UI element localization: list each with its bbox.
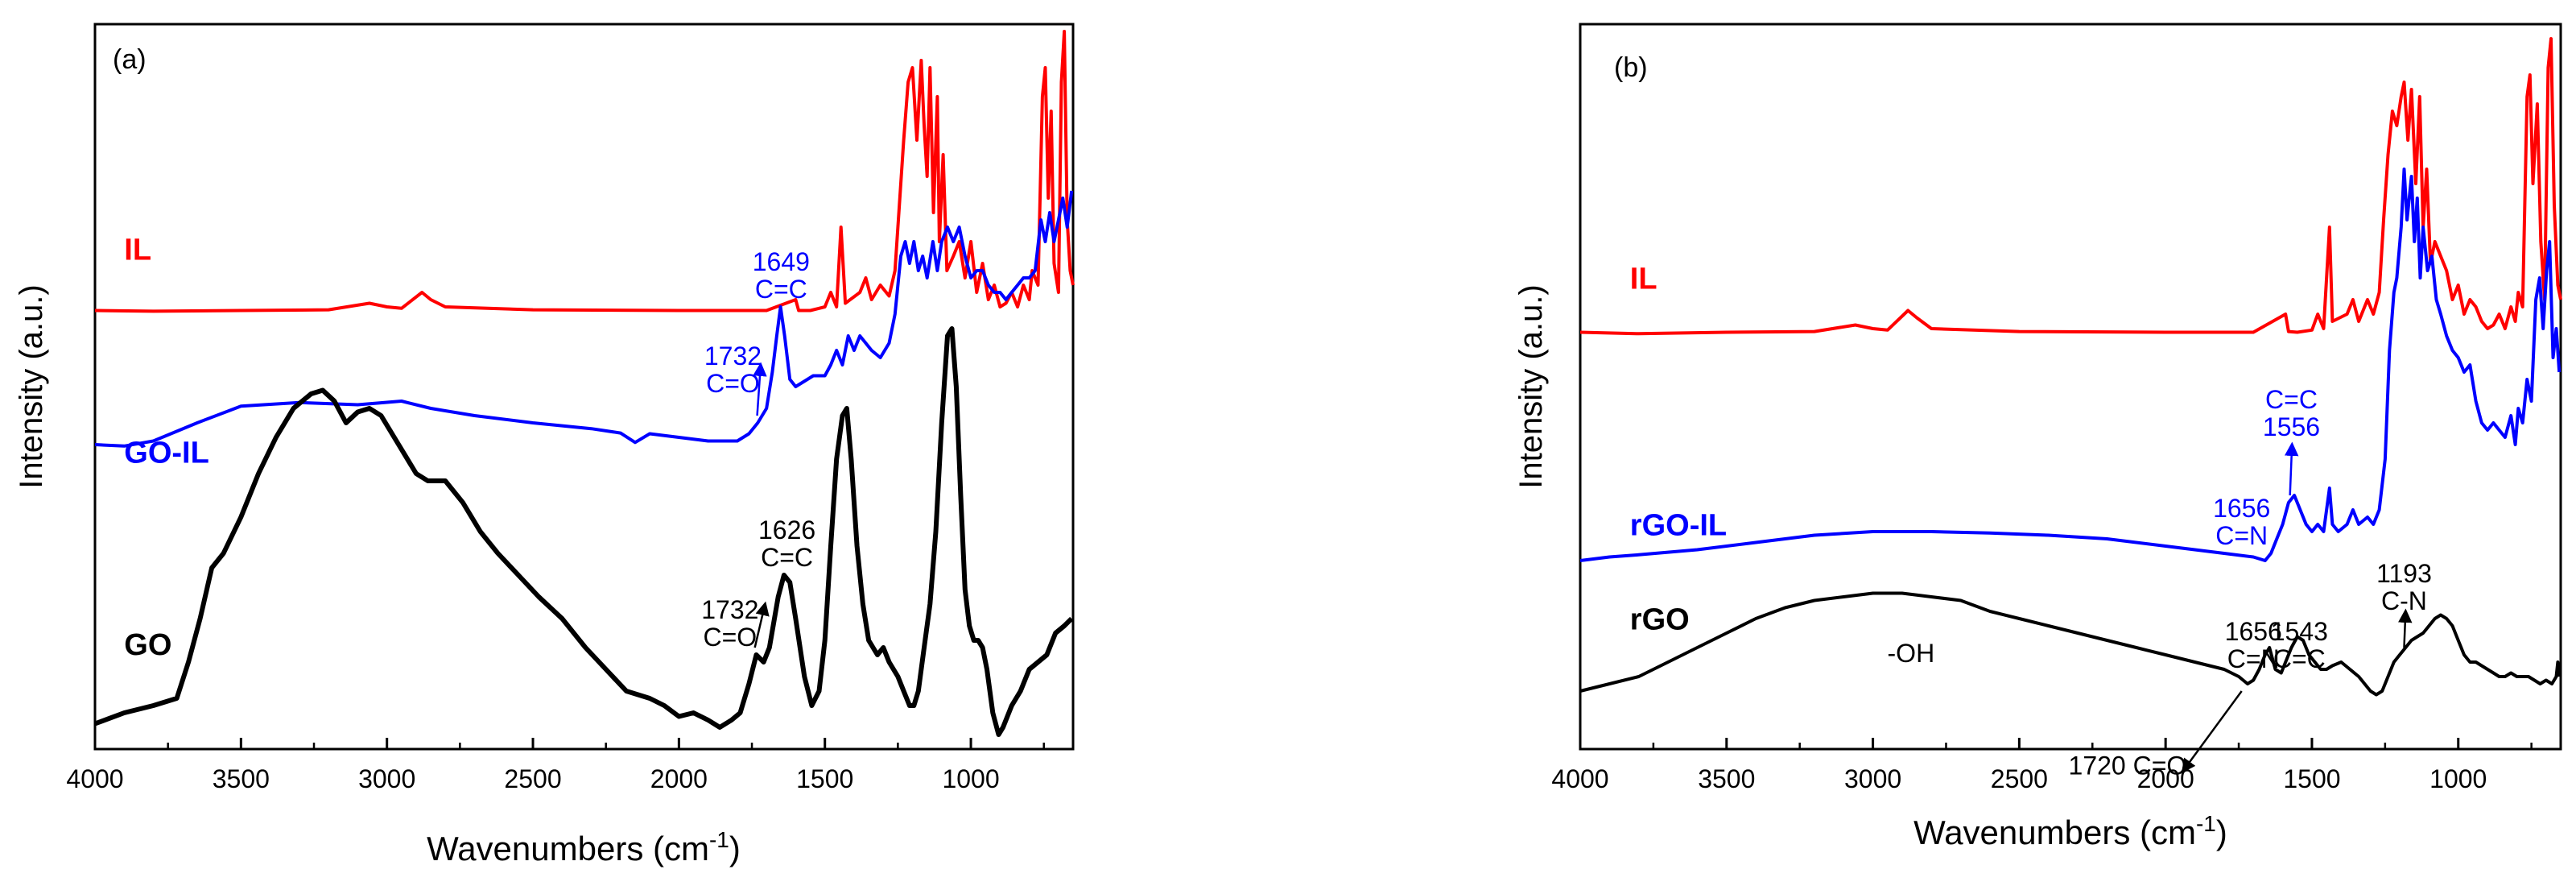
annotation-b-1543: 1543 C=C — [2271, 617, 2328, 673]
annotation-a-1732-go: 1732 C=O — [701, 595, 758, 652]
series-label-il: IL — [1630, 263, 1657, 296]
annotation-line: 1732 — [701, 595, 758, 624]
x-axis-label-main: Wavenumbers (cm — [427, 830, 709, 867]
annotation-line: C=C — [755, 275, 807, 304]
series-line-il — [94, 30, 1075, 313]
annotation-line: C=C — [761, 543, 813, 572]
x-tick-label: 3000 — [358, 764, 415, 793]
annotation-arrow-b-1556 — [2284, 441, 2299, 496]
x-tick-label: 1000 — [2429, 764, 2487, 793]
annotation-line: 1193 — [2376, 559, 2432, 588]
series-line-go-il — [94, 190, 1074, 448]
x-axis-label-sup: -1 — [709, 827, 729, 852]
annotation-b-1656-blue: 1656 C=N — [2213, 494, 2270, 550]
annotation-arrow-b-1720 — [2181, 690, 2243, 773]
x-tick-label: 2500 — [1991, 764, 2048, 793]
series-group: IL GO-IL GO — [93, 30, 1075, 737]
x-axis-label-end: ) — [729, 830, 741, 867]
plot-frame — [93, 23, 1075, 751]
panel-a: (a) Intensity (a.u.) Wavenumbers (cm-1) … — [14, 23, 1075, 867]
annotation-line: -OH — [1888, 639, 1935, 668]
series-label-rgo-il: rGO-IL — [1630, 509, 1727, 543]
annotation-line: C=O — [706, 369, 760, 398]
annotation-line: 1656 — [2213, 494, 2270, 523]
x-tick-label: 2000 — [650, 764, 708, 793]
panel-label: (b) — [1614, 52, 1648, 83]
x-axis-ticks: 4000 3500 3000 2500 2000 1500 1000 — [66, 738, 1045, 793]
annotation-line: 1543 — [2271, 617, 2328, 646]
annotation-a-1649: 1649 C=C — [753, 247, 810, 304]
x-tick-label: 3500 — [213, 764, 270, 793]
annotation-arrow-a-1732-go — [753, 601, 770, 648]
x-axis-label-sup: -1 — [2196, 811, 2216, 836]
panel-label: (a) — [113, 44, 147, 75]
annotation-a-1626: 1626 C=C — [758, 515, 815, 572]
series-label-il: IL — [124, 234, 151, 267]
series-line-go — [93, 326, 1074, 737]
x-tick-label: 4000 — [1551, 764, 1608, 793]
annotation-line: 1649 — [753, 247, 810, 276]
annotation-a-1732-goil: 1732 C=O — [704, 342, 762, 398]
annotation-b-1720: 1720 C=O — [2069, 751, 2187, 780]
x-tick-label: 3000 — [1844, 764, 1901, 793]
annotation-line: C=N — [2227, 644, 2280, 673]
annotation-line: 1556 — [2263, 412, 2320, 441]
x-tick-label: 3500 — [1698, 764, 1755, 793]
plot-frame — [1579, 23, 2562, 751]
annotation-line: C=N — [2215, 521, 2268, 550]
annotation-arrow-b-1193 — [2397, 608, 2413, 648]
series-label-rgo: rGO — [1630, 603, 1690, 637]
x-tick-label: 4000 — [66, 764, 123, 793]
x-tick-label: 2500 — [504, 764, 561, 793]
series-group: IL rGO-IL rGO — [1579, 37, 2562, 697]
annotation-line: 1720 C=O — [2069, 751, 2187, 780]
annotation-b-1193: 1193 C-N — [2376, 559, 2432, 615]
panel-b: (b) Intensity (a.u.) Wavenumbers (cm-1) … — [1513, 23, 2562, 851]
annotation-arrow-a-1732-goil — [753, 362, 767, 416]
annotation-b-1556: C=C 1556 — [2263, 385, 2320, 441]
x-tick-label: 1500 — [2283, 764, 2340, 793]
series-label-go: GO — [124, 628, 171, 662]
series-line-il — [1579, 37, 2562, 336]
x-axis-label-main: Wavenumbers (cm — [1913, 814, 2196, 851]
x-tick-label: 1500 — [796, 764, 853, 793]
x-axis-label: Wavenumbers (cm-1) — [427, 827, 741, 867]
annotation-line: C=C — [2265, 385, 2318, 414]
y-axis-label: Intensity (a.u.) — [14, 284, 49, 488]
annotation-line: 1656 — [2225, 617, 2282, 646]
annotation-line: 1626 — [758, 515, 815, 544]
y-axis-label: Intensity (a.u.) — [1513, 284, 1549, 488]
annotation-line: C-N — [2381, 586, 2427, 615]
x-tick-label: 1000 — [942, 764, 999, 793]
annotation-line: C=O — [703, 623, 757, 652]
annotation-b-1656-black: 1656 C=N — [2225, 617, 2282, 673]
x-axis-ticks: 4000 3500 3000 2500 2000 1500 1000 — [1551, 738, 2533, 793]
series-line-rgo-il — [1579, 168, 2562, 562]
series-label-go-il: GO-IL — [124, 437, 209, 470]
annotation-b-oh: -OH — [1888, 639, 1935, 668]
x-axis-label-end: ) — [2216, 814, 2227, 851]
series-line-rgo — [1579, 591, 2562, 697]
x-axis-label: Wavenumbers (cm-1) — [1913, 811, 2227, 851]
annotation-line: C=C — [2273, 644, 2326, 673]
annotation-line: 1732 — [704, 342, 762, 371]
